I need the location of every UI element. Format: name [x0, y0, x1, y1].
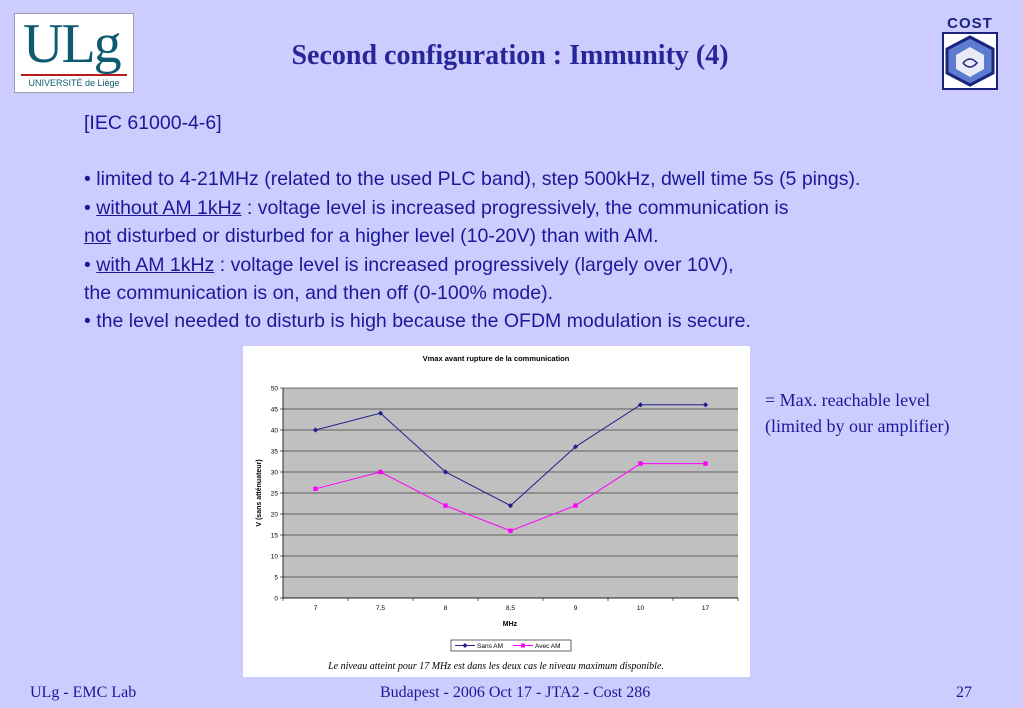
- y-tick-label: 20: [271, 512, 279, 519]
- x-tick-label: 7,5: [376, 605, 385, 612]
- not-text: disturbed or disturbed for a higher leve…: [111, 225, 659, 248]
- bullet-with-am: • with AM 1kHz : voltage level is increa…: [84, 251, 860, 279]
- data-point: [443, 503, 448, 508]
- x-tick-label: 8,5: [506, 605, 515, 612]
- with-am-text: : voltage level is increased progressive…: [214, 253, 734, 276]
- x-tick-label: 7: [314, 605, 318, 612]
- footer-event: Budapest - 2006 Oct 17 - JTA2 - Cost 286: [380, 684, 651, 701]
- with-am-label: with AM 1kHz: [96, 253, 215, 276]
- y-tick-label: 5: [274, 575, 278, 582]
- ulg-logo-subtitle: UNIVERSITÉ de Liège: [28, 78, 120, 88]
- footer-page-number: 27: [956, 684, 972, 701]
- data-point: [378, 469, 383, 475]
- chart-legend: Sans AM Avec AM: [450, 639, 572, 652]
- without-am-label: without AM 1kHz: [96, 196, 242, 219]
- standard-reference: [IEC 61000-4-6]: [84, 112, 222, 134]
- data-point: [703, 461, 708, 466]
- cost-logo: COST: [941, 16, 999, 92]
- data-point: [637, 402, 644, 408]
- bullet-ofdm: • the level needed to disturb is high be…: [84, 310, 751, 333]
- x-tick-label: 8: [444, 605, 448, 612]
- y-tick-label: 30: [271, 470, 279, 477]
- x-axis-ticks: 7 7,5 8 8,5 9 10 17: [282, 597, 739, 612]
- cost-logo-text: COST: [947, 15, 993, 32]
- cost-emblem-icon: [942, 32, 998, 90]
- slide-body: [IEC 61000-4-6] • limited to 4-21MHz (re…: [84, 109, 860, 336]
- legend-box: [450, 639, 572, 652]
- note-line-1: = Max. reachable level: [765, 390, 931, 410]
- data-point: [312, 427, 319, 433]
- bullet-marker: •: [84, 253, 97, 276]
- without-am-text: : voltage level is increased progressive…: [241, 196, 789, 219]
- data-point: [313, 486, 318, 491]
- y-tick-label: 25: [271, 491, 279, 498]
- bullet-without-am-cont: not disturbed or disturbed for a higher …: [84, 222, 860, 250]
- data-point: [573, 503, 578, 508]
- legend-label: Avec AM: [535, 643, 561, 650]
- chart-caption: Le niveau atteint pour 17 MHz est dans l…: [327, 661, 664, 672]
- x-axis-label: MHz: [503, 621, 518, 628]
- y-tick-label: 50: [271, 386, 279, 393]
- data-point: [377, 410, 384, 416]
- legend-marker: [521, 643, 525, 648]
- legend-label: Sans AM: [477, 643, 503, 650]
- y-tick-label: 45: [271, 407, 279, 414]
- data-point: [638, 461, 643, 466]
- not-label: not: [84, 225, 112, 248]
- y-tick-label: 15: [271, 533, 279, 540]
- x-tick-label: 10: [637, 605, 645, 612]
- ulg-logo-bar: [21, 74, 127, 76]
- data-point: [572, 444, 579, 450]
- x-tick-label: 9: [574, 605, 578, 612]
- y-tick-label: 0: [274, 596, 278, 603]
- chart-series: [312, 402, 709, 533]
- data-point: [508, 528, 513, 533]
- x-tick-label: 17: [702, 605, 710, 612]
- ulg-logo: ULg UNIVERSITÉ de Liège: [14, 13, 134, 93]
- y-tick-label: 10: [271, 554, 279, 561]
- legend-marker: [462, 643, 468, 648]
- slide-title: Second configuration : Immunity (4): [291, 40, 729, 71]
- bullet-frequency-range: • limited to 4-21MHz (related to the use…: [84, 168, 861, 191]
- y-tick-label: 35: [271, 449, 279, 456]
- bullet-marker: •: [84, 196, 97, 219]
- line-chart: Vmax avant rupture de la communication 0…: [256, 354, 739, 672]
- bullet-without-am: • without AM 1kHz : voltage level is inc…: [84, 194, 860, 222]
- y-tick-label: 40: [271, 428, 279, 435]
- data-point: [442, 469, 449, 475]
- chart-container: Vmax avant rupture de la communication 0…: [243, 346, 750, 677]
- data-point: [702, 402, 709, 408]
- bullet-with-am-cont: the communication is on, and then off (0…: [84, 282, 553, 305]
- footer-lab: ULg - EMC Lab: [30, 684, 137, 701]
- y-axis-ticks: 0 5 10 15 20 25 30 35 40 45 50: [271, 386, 284, 603]
- chart-title: Vmax avant rupture de la communication: [423, 354, 570, 363]
- y-axis-label: V (sans atténuateur): [256, 459, 263, 526]
- note-line-2: (limited by our amplifier): [765, 416, 950, 436]
- ulg-logo-text: ULg: [23, 13, 122, 75]
- max-level-note: = Max. reachable level (limited by our a…: [765, 387, 949, 439]
